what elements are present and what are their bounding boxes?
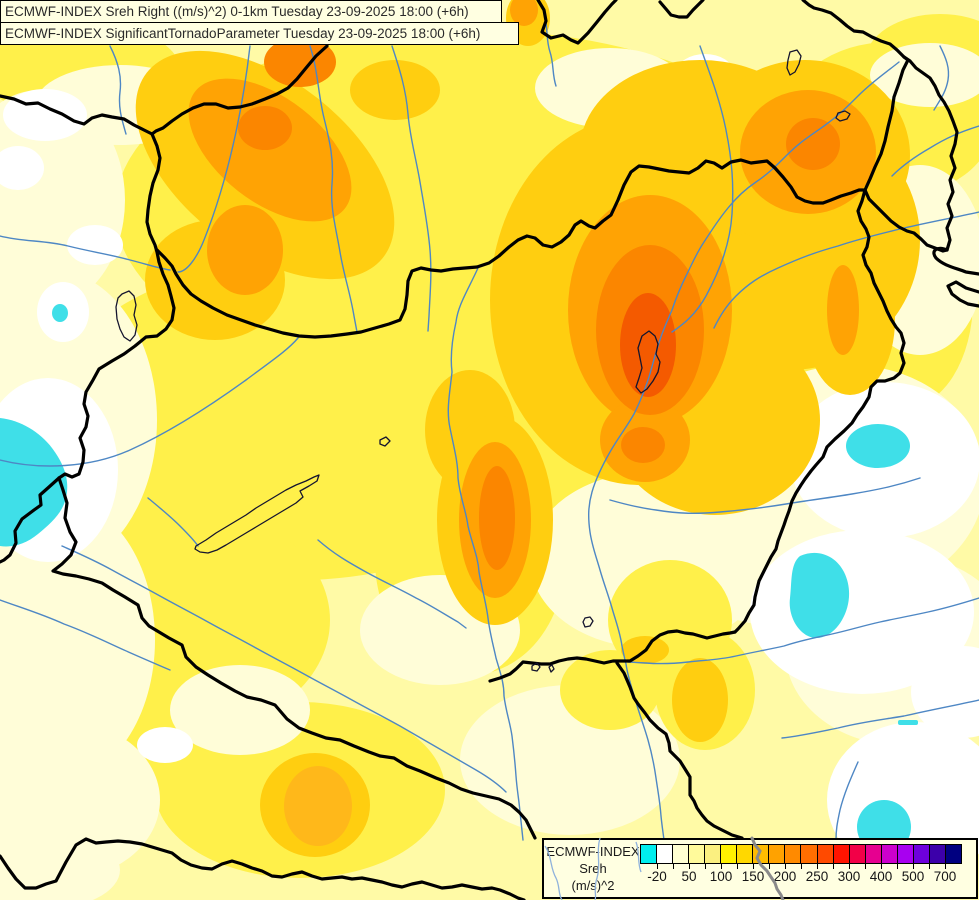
legend-color-cell xyxy=(897,845,914,863)
lake-neusiedl xyxy=(115,290,138,342)
legend-tick-mark xyxy=(945,864,946,869)
legend-source-label: ECMWF-INDEX xyxy=(546,844,640,859)
legend-color-cell xyxy=(673,845,690,863)
legend-tick-mark xyxy=(673,864,674,869)
title-text-line1: ECMWF-INDEX Sreh Right ((m/s)^2) 0-1km T… xyxy=(5,4,469,19)
legend-tick-mark xyxy=(897,864,898,869)
legend-color-cell xyxy=(913,845,930,863)
legend-color-cell xyxy=(721,845,738,863)
legend-color-cell xyxy=(641,845,658,863)
legend-color-cell xyxy=(689,845,706,863)
lake-balaton xyxy=(194,474,320,554)
legend-color-cell xyxy=(817,845,834,863)
legend-tick-mark xyxy=(849,864,850,869)
lakes xyxy=(115,49,851,673)
legend-colorbar xyxy=(640,844,962,864)
title-bar-line2: ECMWF-INDEX SignificantTornadoParameter … xyxy=(0,22,519,45)
legend-tick-mark xyxy=(689,864,690,869)
legend-tick-label: 100 xyxy=(709,869,733,884)
legend-tick-label: 300 xyxy=(837,869,861,884)
rivers xyxy=(0,17,979,841)
contour-band-red-orange xyxy=(620,293,676,397)
lake-tisza xyxy=(635,330,661,394)
legend-tick-label: -20 xyxy=(647,869,667,884)
legend-tick-label: 150 xyxy=(741,869,765,884)
legend-tick-mark xyxy=(705,864,706,869)
legend: ECMWF-INDEX Sreh (m/s)^2 -20 50 100 150 200 2… xyxy=(542,838,978,899)
legend-color-cell xyxy=(945,845,961,863)
legend-color-cell xyxy=(657,845,674,863)
legend-color-cell xyxy=(833,845,850,863)
contour-band-cyan xyxy=(0,304,918,854)
legend-tick-mark xyxy=(817,864,818,869)
legend-tick-mark xyxy=(785,864,786,869)
legend-tick-label: 700 xyxy=(933,869,957,884)
contour-band-amber xyxy=(284,766,352,846)
legend-tick-mark xyxy=(737,864,738,869)
legend-tick-mark xyxy=(913,864,914,869)
legend-tick-mark xyxy=(721,864,722,869)
legend-tick-mark xyxy=(833,864,834,869)
legend-tick-mark xyxy=(657,864,658,869)
legend-color-cell xyxy=(849,845,866,863)
legend-tick-mark xyxy=(881,864,882,869)
title-bar-line1: ECMWF-INDEX Sreh Right ((m/s)^2) 0-1km T… xyxy=(0,0,502,23)
legend-color-cell xyxy=(929,845,946,863)
legend-tick-label: 200 xyxy=(773,869,797,884)
legend-color-cell xyxy=(785,845,802,863)
legend-tick-mark xyxy=(769,864,770,869)
legend-color-cell xyxy=(865,845,882,863)
legend-tick-label: 500 xyxy=(901,869,925,884)
legend-tick-label: 250 xyxy=(805,869,829,884)
legend-units-label: (m/s)^2 xyxy=(571,878,615,893)
legend-tick-mark xyxy=(929,864,930,869)
legend-color-cell xyxy=(881,845,898,863)
legend-color-cell xyxy=(801,845,818,863)
legend-ticks: -20 50 100 150 200 250 300 400 500 700 xyxy=(544,840,976,897)
legend-color-cell xyxy=(705,845,722,863)
legend-tick-label: 400 xyxy=(869,869,893,884)
legend-tick-mark xyxy=(865,864,866,869)
legend-tick-label: 50 xyxy=(681,869,697,884)
title-text-line2: ECMWF-INDEX SignificantTornadoParameter … xyxy=(5,26,481,41)
legend-tick-mark xyxy=(801,864,802,869)
